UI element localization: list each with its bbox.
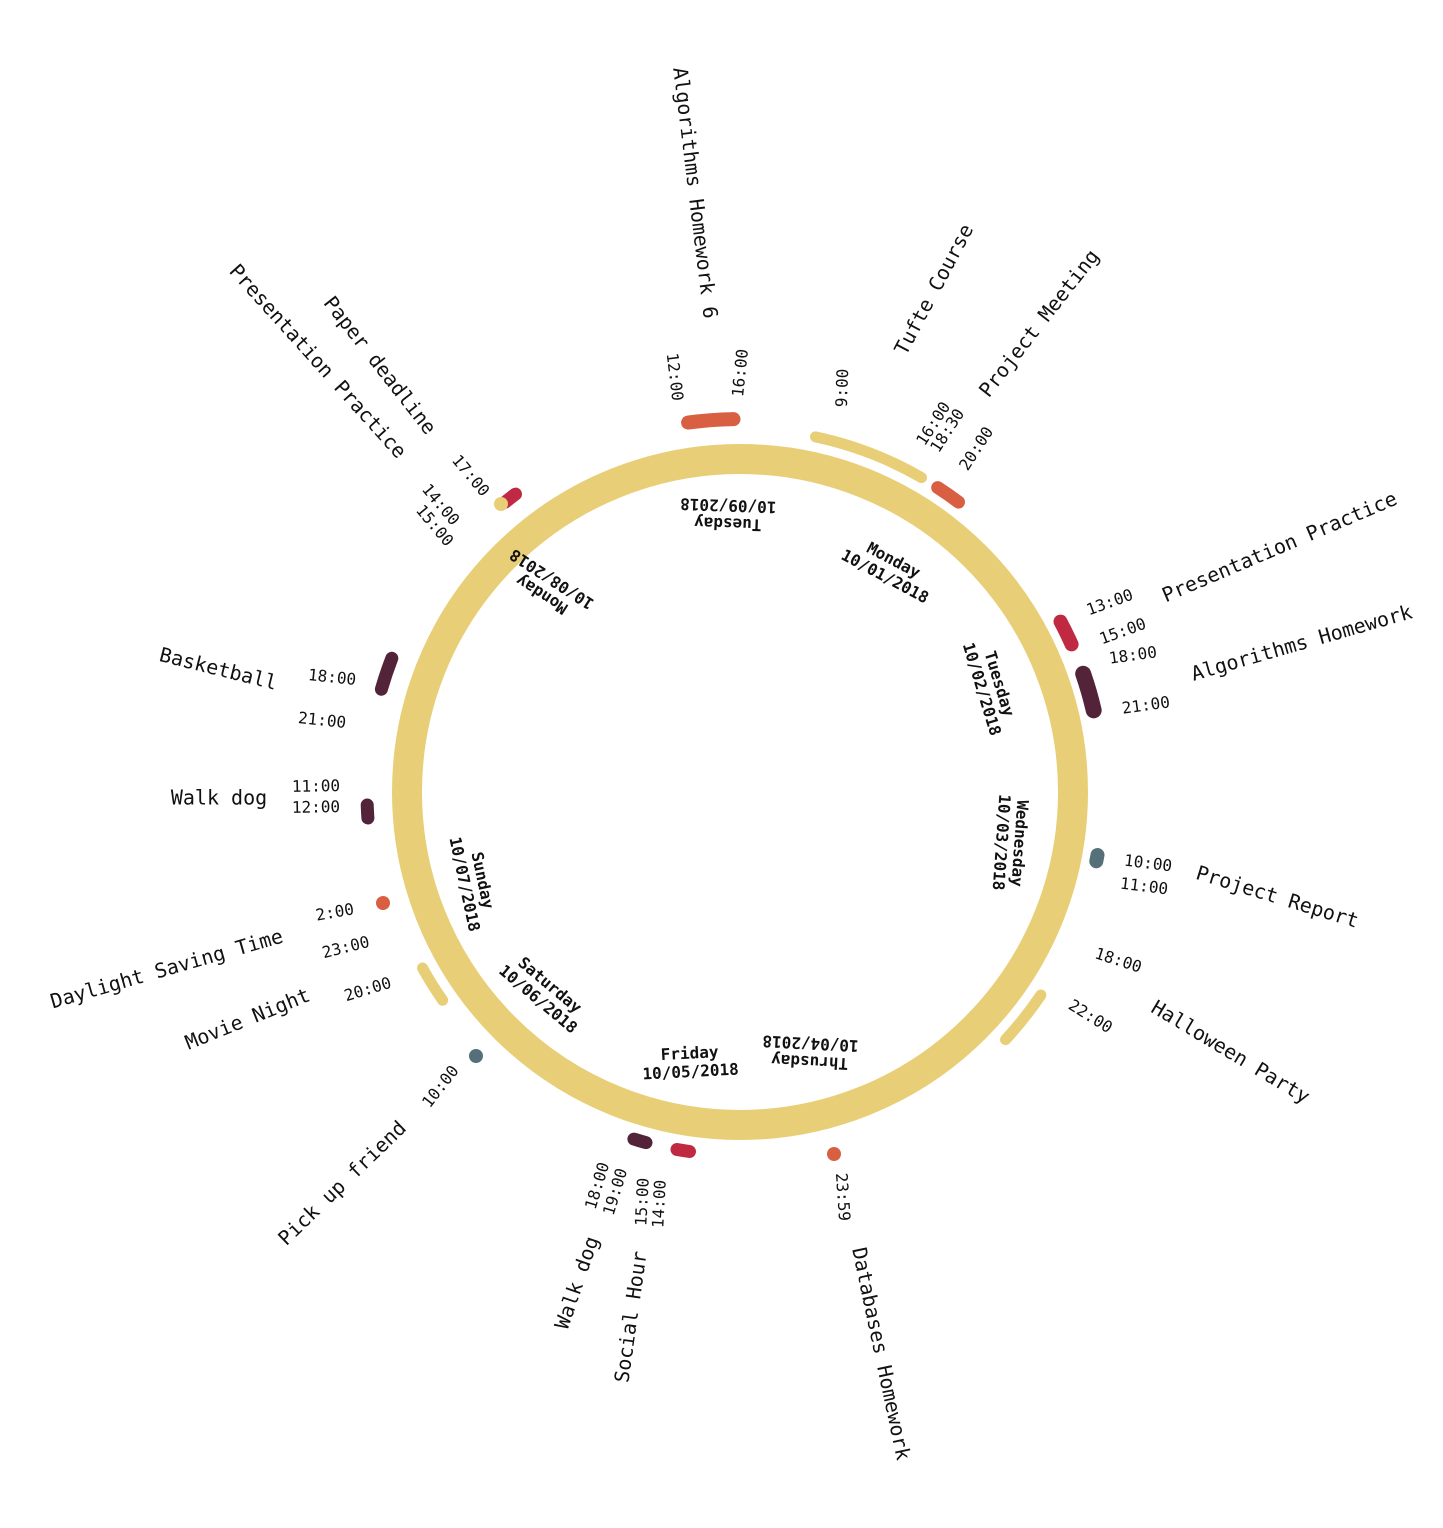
event-mark-halloween-party[interactable] xyxy=(1000,989,1047,1046)
event-start-time-algorithms-homework-6: 12:00 xyxy=(663,352,688,402)
event-label-algorithms-homework: Algorithms Homework xyxy=(1188,599,1415,685)
event-label-basketball: Basketball xyxy=(157,642,280,694)
event-mark-walk-dog[interactable] xyxy=(360,798,375,825)
day-date: 10/04/2018 xyxy=(762,1032,859,1056)
event-end-time-algorithms-homework: 21:00 xyxy=(1121,692,1171,718)
day-label-thrusday-10-04-2018: Thrusday10/04/2018 xyxy=(761,1032,859,1074)
event-start-time-project-report: 10:00 xyxy=(1123,851,1173,876)
event-mark-movie-night[interactable] xyxy=(417,962,449,1006)
event-label-movie-night: Movie Night xyxy=(182,983,314,1055)
event-mark-project-meeting[interactable] xyxy=(931,481,965,509)
event-mark-pick-up-friend[interactable] xyxy=(469,1049,483,1063)
event-label-tufte-course: Tufte Course xyxy=(889,220,978,359)
day-weekday: Thrusday xyxy=(770,1050,848,1073)
day-label-tuesday-10-02-2018: Tuesday10/02/2018 xyxy=(959,635,1023,738)
event-end-time-movie-night: 23:00 xyxy=(320,932,371,962)
event-end-time-social-hour: 15:00 xyxy=(631,1177,652,1226)
event-label-databases-homework: Databases Homework xyxy=(847,1245,916,1462)
event-start-time-halloween-party: 18:00 xyxy=(1092,944,1144,977)
event-start-time-presentation-practice: 13:00 xyxy=(1084,585,1136,619)
day-date: 10/05/2018 xyxy=(642,1059,739,1083)
event-mark-databases-homework[interactable] xyxy=(827,1147,841,1161)
event-label-algorithms-homework-6: Algorithms Homework 6 xyxy=(668,66,723,320)
day-label-monday-10-08-2018: Monday10/08/2018 xyxy=(496,545,597,629)
event-label-walk-dog: Walk dog xyxy=(550,1233,604,1332)
day-date: 10/09/2018 xyxy=(680,494,777,516)
event-mark-algorithms-homework-6[interactable] xyxy=(681,412,741,430)
event-mark-algorithms-homework[interactable] xyxy=(1075,665,1102,719)
event-label-project-report: Project Report xyxy=(1193,860,1361,932)
event-label-project-meeting: Project Meeting xyxy=(974,245,1104,402)
event-mark-social-hour[interactable] xyxy=(670,1143,696,1158)
day-label-friday-10-05-2018: Friday10/05/2018 xyxy=(641,1041,739,1083)
event-mark-daylight-saving-time[interactable] xyxy=(376,896,390,910)
event-mark-walk-dog[interactable] xyxy=(627,1132,653,1150)
day-weekday: Friday xyxy=(660,1042,719,1064)
event-start-time-databases-homework: 23:59 xyxy=(832,1172,854,1221)
event-end-time-halloween-party: 22:00 xyxy=(1065,995,1116,1037)
event-end-time-presentation-practice: 15:00 xyxy=(1097,614,1149,648)
event-mark-basketball[interactable] xyxy=(374,651,399,696)
event-start-time-movie-night: 20:00 xyxy=(342,973,394,1005)
event-label-daylight-saving-time: Daylight Saving Time xyxy=(48,924,286,1013)
event-label-pick-up-friend: Pick up friend xyxy=(273,1116,411,1250)
event-end-time-project-report: 11:00 xyxy=(1119,874,1169,899)
day-weekday: Tuesday xyxy=(693,513,761,534)
event-start-time-algorithms-homework: 18:00 xyxy=(1108,642,1158,668)
event-start-time-social-hour: 14:00 xyxy=(648,1179,669,1228)
event-label-social-hour: Social Hour xyxy=(609,1250,651,1385)
event-mark-tufte-course[interactable] xyxy=(810,431,927,484)
day-label-wednesday-10-03-2018: Wednesday10/03/2018 xyxy=(989,794,1033,893)
event-end-time-algorithms-homework-6: 16:00 xyxy=(728,348,752,398)
event-mark-presentation-practice[interactable] xyxy=(1053,614,1079,652)
day-label-tuesday-10-09-2018: Tuesday10/09/2018 xyxy=(679,494,777,535)
event-start-time-basketball: 18:00 xyxy=(307,665,357,689)
event-label-presentation-practice: Presentation Practice xyxy=(1158,486,1400,607)
event-start-time-pick-up-friend: 10:00 xyxy=(418,1062,463,1112)
day-label-monday-10-01-2018: Monday10/01/2018 xyxy=(838,529,941,607)
event-mark-project-report[interactable] xyxy=(1089,848,1105,869)
event-end-time-project-meeting: 20:00 xyxy=(955,423,997,474)
event-start-time-tufte-course: 9:00 xyxy=(832,368,852,407)
event-end-time-basketball: 21:00 xyxy=(297,708,347,732)
day-label-sunday-10-07-2018: Sunday10/07/2018 xyxy=(445,831,502,933)
event-start-time-walk-dog: 11:00 xyxy=(292,776,340,796)
calendar-ring xyxy=(392,444,1088,1140)
event-start-time-paper-deadline: 17:00 xyxy=(448,451,494,500)
event-mark-paper-deadline[interactable] xyxy=(494,497,508,511)
event-start-time-daylight-saving-time: 2:00 xyxy=(314,899,355,924)
event-end-time-walk-dog: 12:00 xyxy=(292,797,340,817)
event-label-walk-dog: Walk dog xyxy=(171,786,267,810)
event-label-halloween-party: Halloween Party xyxy=(1147,995,1314,1109)
